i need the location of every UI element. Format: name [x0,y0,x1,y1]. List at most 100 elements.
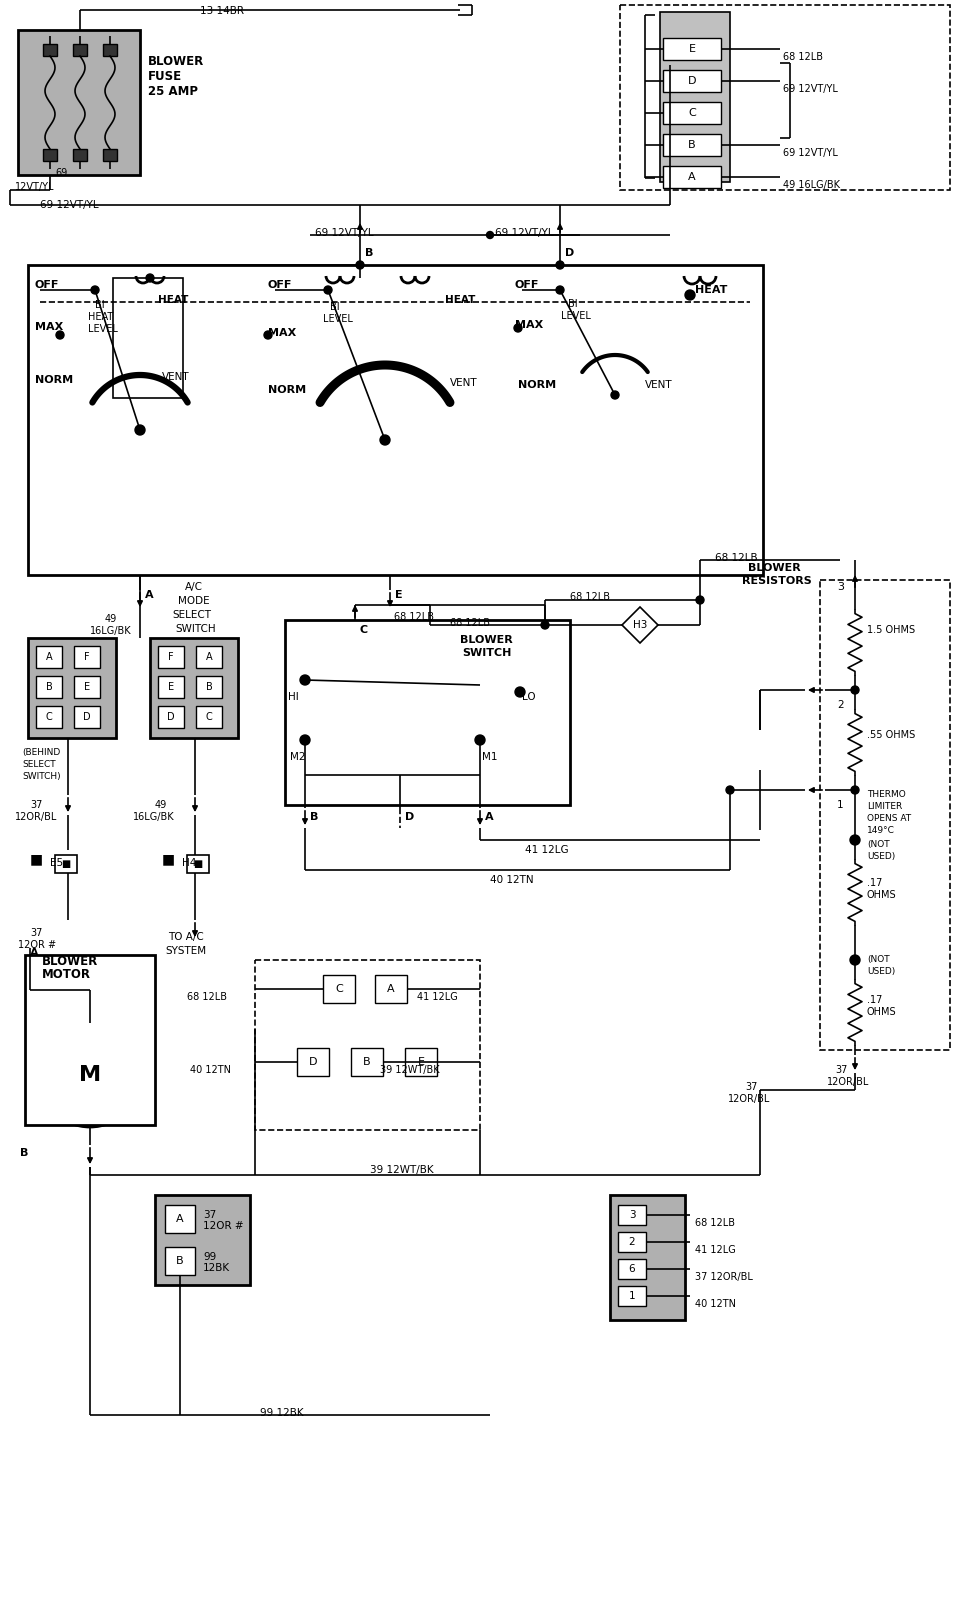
Text: E: E [417,1058,424,1067]
Circle shape [556,261,563,269]
Text: VENT: VENT [450,378,477,387]
Bar [150,638,238,738]
Text: LEVEL: LEVEL [88,323,117,334]
Bar [157,706,184,728]
Bar [375,974,407,1003]
Text: MAX: MAX [35,322,64,333]
Text: BLOWER: BLOWER [460,635,512,645]
Circle shape [38,1022,142,1126]
Text: USED): USED) [867,851,894,861]
Text: VENT: VENT [161,371,190,382]
Circle shape [514,686,524,698]
Text: E: E [168,682,174,691]
Text: 41 12LG: 41 12LG [524,845,568,854]
Bar [25,955,155,1125]
Text: 68 12LB: 68 12LB [393,611,433,622]
Text: OHMS: OHMS [867,1006,896,1018]
Text: 12OR/BL: 12OR/BL [728,1094,770,1104]
Text: TO A/C: TO A/C [168,931,203,942]
Text: HEAT: HEAT [157,294,188,306]
Text: M1: M1 [481,752,497,762]
Text: D: D [308,1058,317,1067]
Text: NORM: NORM [35,374,73,386]
Text: MAX: MAX [268,328,296,338]
Text: A: A [386,984,394,994]
Text: MOTOR: MOTOR [42,968,91,981]
Text: 99: 99 [202,1251,216,1262]
Text: 12BK: 12BK [202,1262,230,1274]
Text: ■: ■ [161,851,175,866]
Text: RESISTORS: RESISTORS [741,576,811,586]
Bar [617,1286,645,1306]
Bar [74,646,100,669]
Circle shape [264,331,272,339]
Text: 1: 1 [836,800,843,810]
Bar [155,1195,249,1285]
Circle shape [135,426,145,435]
Text: OHMS: OHMS [867,890,896,899]
Text: B: B [310,813,318,822]
Text: 6: 6 [628,1264,635,1274]
Bar [74,706,100,728]
Circle shape [91,286,99,294]
Circle shape [849,835,859,845]
Bar [820,579,949,1050]
Text: 16LG/BK: 16LG/BK [90,626,131,635]
Text: (NOT: (NOT [867,955,889,963]
Text: E: E [394,590,402,600]
Text: OPENS AT: OPENS AT [867,814,911,822]
Bar [112,278,183,398]
Bar [285,619,569,805]
Text: E: E [84,682,90,691]
Text: D: D [83,712,91,722]
Text: SELECT: SELECT [172,610,211,619]
Bar [165,1246,195,1275]
Text: 12VT/YL: 12VT/YL [15,182,55,192]
Circle shape [685,290,694,301]
Text: F: F [168,653,174,662]
Text: 16LG/BK: 16LG/BK [133,813,174,822]
Text: 12OR/BL: 12OR/BL [15,813,58,822]
Text: C: C [334,984,342,994]
Circle shape [299,734,310,746]
Text: SYSTEM: SYSTEM [165,946,206,955]
Text: VENT: VENT [645,379,672,390]
Text: H4: H4 [182,858,197,867]
Text: BI: BI [95,301,105,310]
Text: 69 12VT/YL: 69 12VT/YL [782,83,837,94]
Text: 69 12VT/YL: 69 12VT/YL [315,227,374,238]
Text: LIMITER: LIMITER [867,802,902,811]
Text: 69 12VT/YL: 69 12VT/YL [40,200,99,210]
Text: 2: 2 [628,1237,635,1246]
Text: 68 12LB: 68 12LB [694,1218,734,1229]
Bar [609,1195,685,1320]
Text: D: D [564,248,574,258]
Text: 40 12TN: 40 12TN [190,1066,231,1075]
Text: 149°C: 149°C [867,826,894,835]
Circle shape [695,595,703,603]
Bar [196,675,222,698]
Text: E: E [688,43,694,54]
Bar [351,1048,382,1075]
Text: 69 12VT/YL: 69 12VT/YL [495,227,554,238]
Text: 3: 3 [836,582,843,592]
Circle shape [56,331,64,339]
Text: 49: 49 [155,800,167,810]
Text: A: A [688,171,695,182]
Circle shape [541,621,549,629]
Bar [103,43,117,56]
Bar [36,675,62,698]
Bar [28,638,115,738]
Text: M: M [79,1066,101,1085]
Text: F: F [84,653,90,662]
Text: BLOWER: BLOWER [148,54,204,67]
Text: 39 12WT/BK: 39 12WT/BK [379,1066,439,1075]
Text: 68 12LB: 68 12LB [782,51,822,62]
Bar [43,43,57,56]
Text: H3: H3 [632,619,646,630]
Text: A: A [30,947,38,958]
Text: A: A [205,653,212,662]
Text: 40 12TN: 40 12TN [490,875,533,885]
Text: (NOT: (NOT [867,840,889,850]
Circle shape [486,232,493,238]
